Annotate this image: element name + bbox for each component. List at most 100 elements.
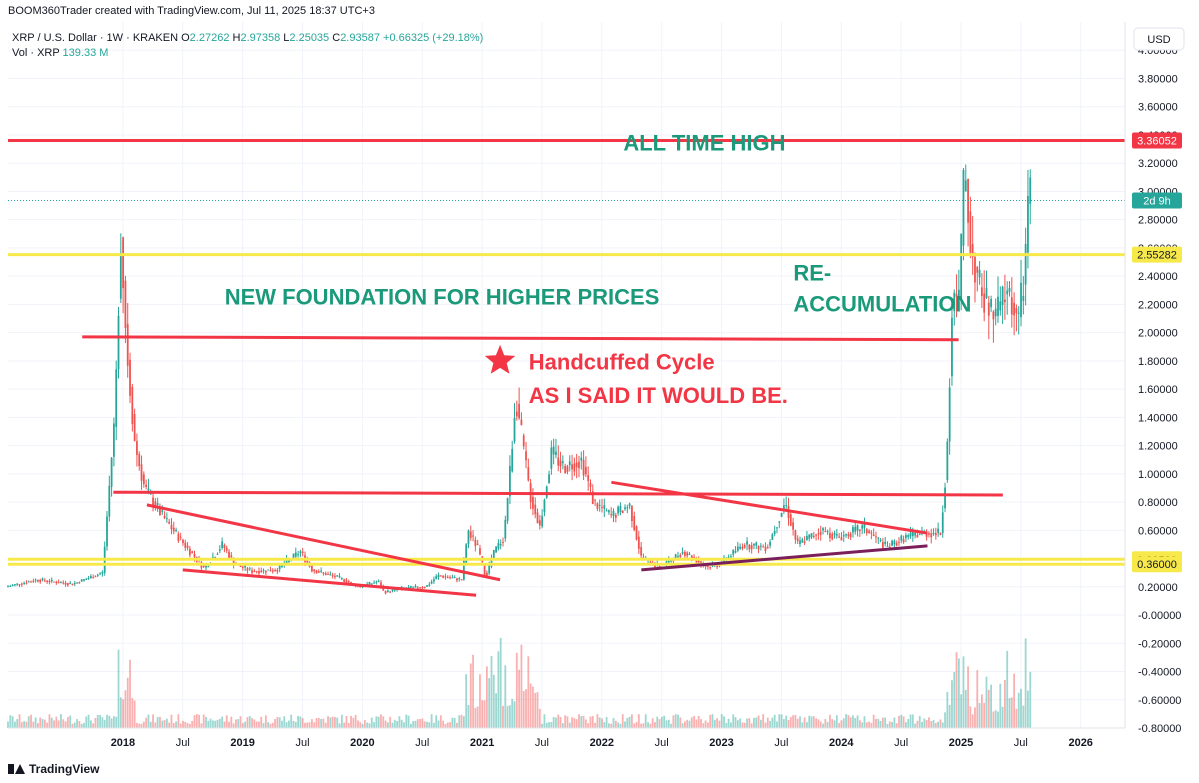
y-tick-label: 0.20000 — [1138, 582, 1178, 594]
candle-body — [626, 507, 629, 509]
candle-body — [778, 521, 781, 523]
candle-body — [559, 460, 562, 467]
volume-bar — [746, 718, 748, 728]
volume-bar — [218, 718, 221, 728]
volume-bar — [410, 723, 412, 728]
volume-bar — [693, 715, 695, 728]
candle-body — [1008, 287, 1011, 292]
volume-bar — [704, 720, 707, 728]
volume-bar — [545, 722, 548, 728]
volume-bar — [976, 670, 979, 728]
volume-bar — [822, 723, 824, 728]
volume-bar — [474, 707, 477, 728]
candle-body — [564, 465, 567, 474]
candle-body — [472, 535, 474, 537]
candle-body — [934, 533, 937, 536]
volume-bar — [1017, 692, 1020, 728]
volume-bar — [796, 718, 799, 728]
horizontal-lines — [8, 139, 1125, 566]
volume-bar — [184, 721, 187, 728]
candle-body — [115, 369, 118, 427]
volume-bar — [647, 722, 649, 728]
volume-bar — [191, 720, 194, 728]
volume-bar — [188, 723, 191, 728]
volume-bar — [914, 723, 917, 728]
candle-body — [66, 583, 69, 586]
volume-bar — [711, 714, 714, 728]
volume-bar — [92, 723, 95, 728]
candle-body — [895, 543, 898, 546]
volume-bar — [543, 714, 546, 728]
candle-body — [347, 581, 350, 583]
candle-body — [85, 578, 88, 580]
volume-bar — [39, 717, 42, 728]
volume-bar — [465, 674, 468, 728]
volume-bar — [951, 680, 953, 728]
volume-bar — [7, 721, 9, 728]
candle-body — [635, 526, 638, 540]
volume-bar — [748, 718, 751, 728]
volume-bar — [651, 718, 654, 728]
candle-body — [299, 551, 302, 554]
volume-bar — [555, 717, 557, 728]
volume-bar — [18, 714, 21, 728]
volume-bar — [41, 719, 44, 728]
volume-bar — [106, 714, 108, 728]
volume-bar — [665, 720, 668, 728]
volume-bar — [605, 717, 608, 728]
candle-body — [854, 526, 857, 532]
candle-body — [953, 292, 956, 312]
volume-bar — [16, 719, 19, 728]
candle-body — [264, 570, 267, 573]
candle-body — [32, 581, 35, 583]
volume-bar — [660, 716, 663, 728]
candle-body — [631, 505, 633, 521]
candle-body — [594, 499, 596, 501]
candle-body — [504, 519, 507, 539]
candle-body — [412, 586, 415, 588]
star-icon — [484, 344, 516, 374]
candle-body — [789, 514, 792, 526]
trend-line — [611, 480, 928, 535]
candle-body — [414, 585, 417, 588]
volume-bar — [656, 716, 659, 728]
volume-bar — [462, 716, 465, 728]
candle-body — [159, 508, 161, 515]
volume-bar — [681, 723, 684, 728]
currency-button[interactable]: USD — [1133, 27, 1185, 51]
trend-lines — [82, 335, 1003, 597]
volume-bar — [87, 714, 90, 728]
volume-bar — [467, 705, 470, 728]
candle-body — [755, 542, 758, 546]
volume-bar — [149, 721, 152, 728]
volume-bar — [244, 721, 247, 728]
volume-bar — [884, 717, 887, 728]
volume-bar — [688, 720, 691, 728]
volume-bar — [64, 721, 67, 728]
candle-body — [868, 530, 870, 534]
candle-body — [833, 532, 836, 535]
candle-body — [985, 288, 988, 299]
volume-bar — [60, 714, 62, 728]
candle-body — [799, 540, 801, 545]
candle-body — [465, 544, 468, 564]
volume-bar — [934, 723, 937, 728]
candle-body — [375, 581, 378, 583]
volume-bar — [649, 723, 652, 728]
volume-bar — [515, 652, 518, 728]
x-tick-label: 2018 — [111, 737, 135, 749]
candle-body — [971, 244, 974, 257]
volume-bar — [262, 723, 265, 728]
volume-bar — [695, 719, 698, 728]
volume-bar — [209, 718, 212, 728]
candle-body — [598, 504, 601, 506]
volume-bar — [221, 716, 224, 728]
volume-bar — [838, 723, 841, 728]
candle-body — [292, 553, 295, 559]
y-tick-label: 0.60000 — [1138, 525, 1178, 537]
volume-bar — [283, 716, 286, 728]
volume-bar — [110, 718, 113, 728]
volume-bar — [895, 723, 898, 728]
volume-bar — [518, 669, 521, 728]
